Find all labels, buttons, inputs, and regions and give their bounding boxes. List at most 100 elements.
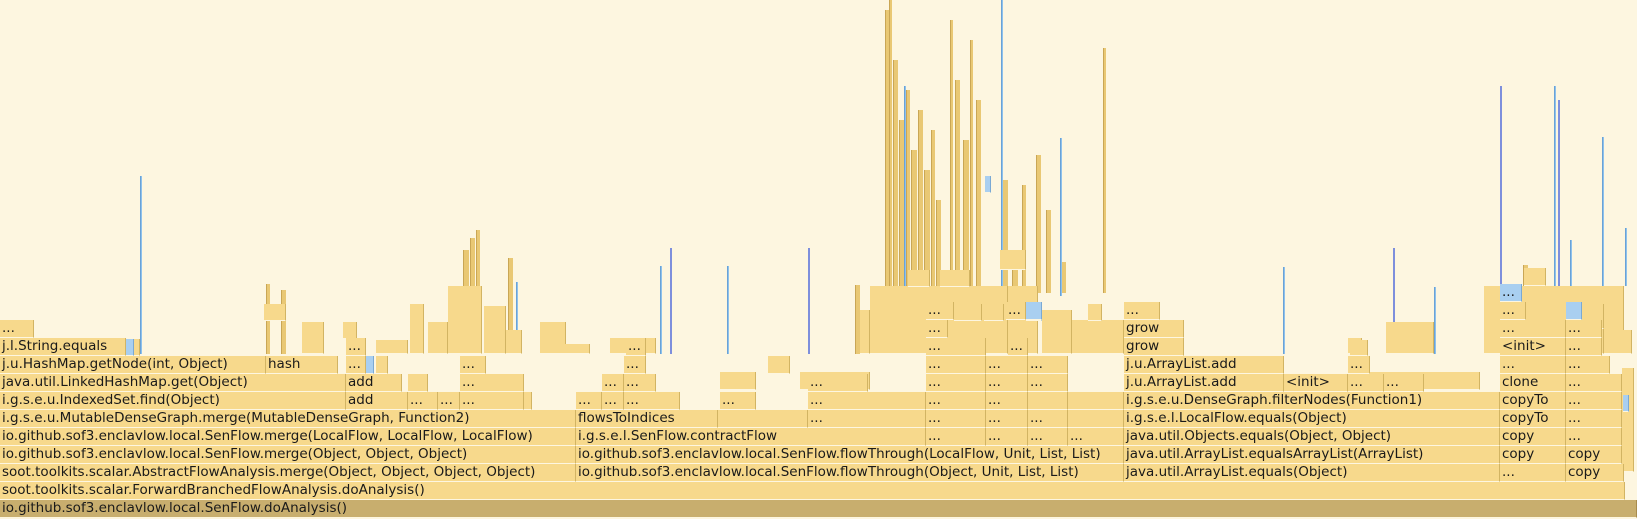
flame-frame[interactable] [1623,395,1629,412]
flame-spike[interactable] [1001,0,1003,296]
frame-ellipsis[interactable]: ... [346,338,366,356]
flame-spike[interactable] [140,176,142,354]
flame-spike[interactable] [893,60,898,293]
frame-ellipsis[interactable]: ... [808,410,926,428]
flame-spike[interactable] [955,80,960,293]
flame-spike[interactable] [1500,86,1502,286]
flame-frame[interactable] [1386,322,1434,354]
frame-ellipsis[interactable]: ... [926,356,986,374]
flame-spike[interactable] [1060,138,1062,296]
frame-ellipsis[interactable]: ... [346,356,366,374]
frame-flowthrough-localflow[interactable]: io.github.sof3.enclavlow.local.SenFlow.f… [576,446,1124,464]
flame-spike[interactable] [1103,48,1106,293]
frame-ellipsis[interactable]: ... [1500,464,1566,482]
frame-ellipsis[interactable]: ... [926,320,948,338]
flame-frame[interactable] [134,339,140,356]
frame-ellipsis[interactable]: ... [1124,302,1160,320]
frame-ellipsis[interactable]: ... [986,392,1028,410]
flame-frame[interactable] [720,372,756,390]
flame-frame[interactable] [1042,310,1072,354]
frame-copy[interactable]: copy [1566,446,1622,464]
flame-spike[interactable] [1283,267,1285,354]
flame-spike[interactable] [899,120,905,293]
flame-frame[interactable] [448,286,482,354]
frame-ellipsis[interactable]: ... [1500,302,1526,320]
frame-ellipsis[interactable]: ... [1566,428,1622,446]
frame-ellipsis[interactable]: ... [0,320,34,338]
frame-ellipsis[interactable]: ... [1008,338,1028,356]
frame-ellipsis[interactable]: ... [926,428,986,446]
flame-spike[interactable] [936,200,941,293]
frame-block[interactable] [1026,302,1042,320]
frame-ellipsis[interactable]: ... [602,392,624,410]
flame-spike[interactable] [963,140,969,293]
flame-frame[interactable] [428,322,448,354]
frame-hashmap-getnode[interactable]: j.u.HashMap.getNode(int, Object) [0,356,266,374]
flame-spike[interactable] [516,282,518,354]
frame-copyto[interactable]: copyTo [1500,392,1566,410]
frame-copyto[interactable]: copyTo [1500,410,1566,428]
flame-spike[interactable] [1554,86,1556,286]
frame-arraylist-equalsarraylist[interactable]: java.util.ArrayList.equalsArrayList(Arra… [1124,446,1500,464]
frame-ellipsis[interactable]: ... [808,374,868,392]
frame-block[interactable] [1068,410,1124,428]
flame-frame[interactable] [954,304,982,321]
flame-frame[interactable] [908,270,930,287]
flame-frame[interactable] [1072,320,1124,354]
flame-spike[interactable] [1602,137,1604,286]
frame-ellipsis[interactable]: ... [1028,356,1068,374]
frame-ellipsis[interactable]: ... [720,392,756,410]
flame-frame[interactable] [343,322,357,339]
frame-ellipsis[interactable]: ... [602,374,624,392]
flame-spike[interactable] [508,258,513,354]
frame-ellipsis[interactable]: ... [1348,356,1370,374]
flame-frame[interactable] [985,176,991,193]
frame-ellipsis[interactable]: ... [986,428,1028,446]
flame-spike[interactable] [885,10,890,293]
frame-ellipsis[interactable]: ... [986,356,1028,374]
flame-spike[interactable] [906,90,910,293]
frame-contract-flow[interactable]: i.g.s.e.l.SenFlow.contractFlow [576,428,926,446]
frame-ellipsis[interactable]: ... [808,392,926,410]
flame-spike[interactable] [889,0,892,293]
flame-frame[interactable] [506,330,522,354]
frame-ellipsis[interactable]: ... [460,356,486,374]
frame-ellipsis[interactable]: ... [1566,374,1622,392]
frame-senflow-merge-localflow[interactable]: io.github.sof3.enclavlow.local.SenFlow.m… [0,428,576,446]
frame-ellipsis[interactable]: ... [1500,284,1522,302]
frame-block[interactable] [408,374,428,392]
frame-init[interactable]: <init> [1284,374,1348,392]
flame-frame[interactable] [126,339,134,356]
frame-clone[interactable]: clone [1500,374,1566,392]
frame-arraylist-add[interactable]: j.u.ArrayList.add [1124,374,1284,392]
frame-ellipsis[interactable]: ... [1566,338,1602,356]
frame-flowthrough-object[interactable]: io.github.sof3.enclavlow.local.SenFlow.f… [576,464,1124,482]
flame-spike[interactable] [670,248,672,354]
flame-frame[interactable] [860,310,870,354]
frame-block[interactable] [376,356,388,374]
frame-ellipsis[interactable]: ... [1384,374,1424,392]
frame-forward-branched-doanalysis[interactable]: soot.toolkits.scalar.ForwardBranchedFlow… [0,482,1625,500]
flame-spike[interactable] [1012,260,1018,293]
flame-frame[interactable] [376,340,408,354]
frame-ellipsis[interactable]: ... [1028,374,1068,392]
frame-senflow-doanalysis[interactable]: io.github.sof3.enclavlow.local.SenFlow.d… [0,500,1637,518]
frame-ellipsis[interactable]: ... [1500,356,1566,374]
frame-indexedset-find[interactable]: i.g.s.e.u.IndexedSet.find(Object) [0,392,346,410]
flame-frame[interactable] [1088,304,1102,321]
flame-spike[interactable] [918,110,923,293]
frame-copy[interactable]: copy [1500,428,1566,446]
frame-arraylist-add[interactable]: j.u.ArrayList.add [1124,356,1284,374]
frame-init[interactable]: <init> [1500,338,1566,356]
frame-arraylist-equals[interactable]: java.util.ArrayList.equals(Object) [1124,464,1500,482]
frame-mutabledensegraph-merge[interactable]: i.g.s.e.u.MutableDenseGraph.merge(Mutabl… [0,410,576,428]
frame-ellipsis[interactable]: ... [624,392,680,410]
frame-block[interactable] [366,356,374,374]
flame-frame[interactable] [302,322,324,354]
frame-localflow-equals[interactable]: i.g.s.e.l.LocalFlow.equals(Object) [1124,410,1500,428]
flame-spike[interactable] [660,266,662,354]
frame-ellipsis[interactable]: ... [926,374,986,392]
frame-abstract-flow-merge[interactable]: soot.toolkits.scalar.AbstractFlowAnalysi… [0,464,576,482]
frame-ellipsis[interactable]: ... [1348,374,1384,392]
frame-ellipsis[interactable]: ... [1566,320,1602,338]
